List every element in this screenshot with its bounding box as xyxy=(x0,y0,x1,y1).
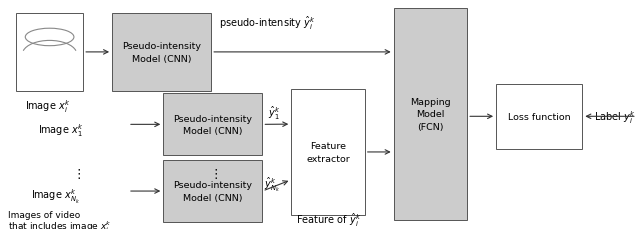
Text: $\vdots$: $\vdots$ xyxy=(209,166,218,180)
FancyBboxPatch shape xyxy=(16,14,83,92)
Text: that includes image $x_i^k$: that includes image $x_i^k$ xyxy=(8,218,111,229)
Text: Loss function: Loss function xyxy=(508,112,570,121)
Text: Feature of $\hat{y}_i^k$: Feature of $\hat{y}_i^k$ xyxy=(296,211,361,228)
FancyBboxPatch shape xyxy=(112,14,211,92)
Text: $\hat{y}_{N_k}^k$: $\hat{y}_{N_k}^k$ xyxy=(264,175,280,194)
FancyBboxPatch shape xyxy=(291,89,365,215)
Text: Images of video: Images of video xyxy=(8,210,80,219)
Text: Mapping
Model
(FCN): Mapping Model (FCN) xyxy=(410,98,451,131)
Text: Label $y_i^k$: Label $y_i^k$ xyxy=(593,108,636,125)
Text: $\hat{y}_1^k$: $\hat{y}_1^k$ xyxy=(268,105,280,122)
Text: Pseudo-intensity
Model (CNN): Pseudo-intensity Model (CNN) xyxy=(173,114,252,136)
FancyBboxPatch shape xyxy=(496,85,582,149)
Text: Pseudo-intensity
Model (CNN): Pseudo-intensity Model (CNN) xyxy=(173,180,252,202)
Text: Image $x_{N_k}^k$: Image $x_{N_k}^k$ xyxy=(31,187,79,205)
Text: Image $x_i^k$: Image $x_i^k$ xyxy=(25,98,71,115)
Text: pseudo-intensity $\hat{y}_i^k$: pseudo-intensity $\hat{y}_i^k$ xyxy=(219,14,316,31)
Text: $\vdots$: $\vdots$ xyxy=(72,166,81,180)
Text: Feature
extractor: Feature extractor xyxy=(306,142,350,163)
FancyBboxPatch shape xyxy=(394,9,467,220)
FancyBboxPatch shape xyxy=(163,160,262,222)
Text: Image $x_1^k$: Image $x_1^k$ xyxy=(38,122,84,139)
FancyBboxPatch shape xyxy=(163,94,262,156)
Text: Pseudo-intensity
Model (CNN): Pseudo-intensity Model (CNN) xyxy=(122,42,201,63)
